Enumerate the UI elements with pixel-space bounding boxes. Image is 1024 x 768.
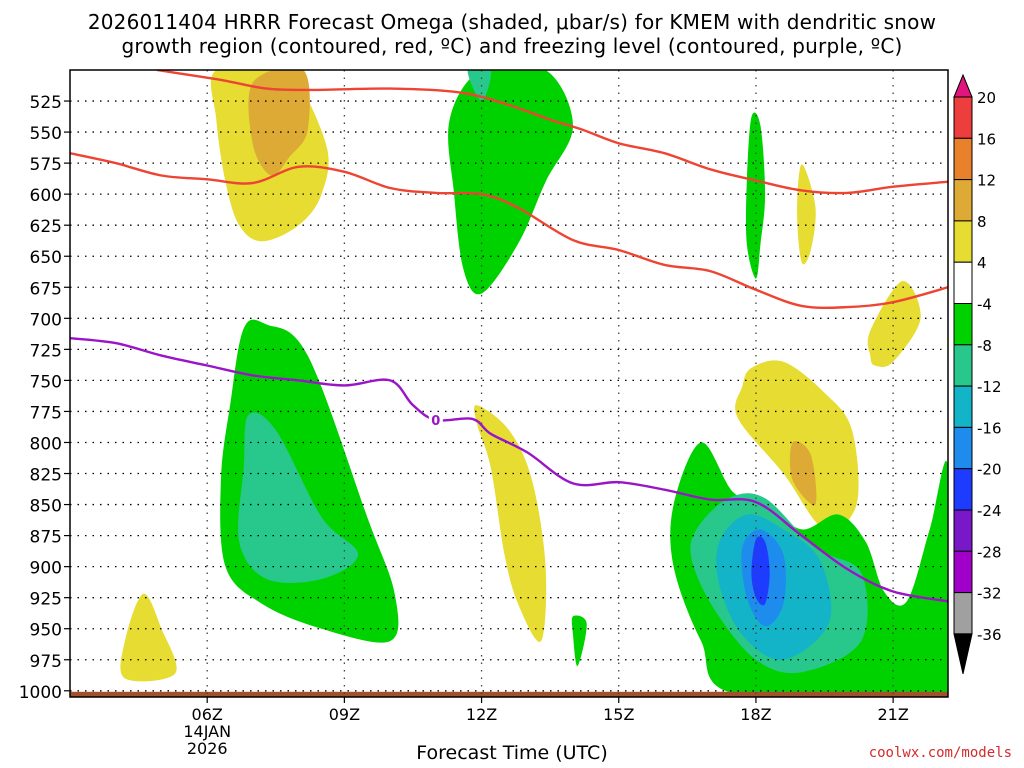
colorbar-bin-11 [953, 509, 973, 552]
colorbar-label-9: -20 [977, 461, 1002, 479]
x-axis-label: Forecast Time (UTC) [416, 742, 608, 764]
terrain-fill [70, 691, 948, 697]
credit-text: coolwx.com/models [868, 745, 1012, 761]
x-date-line-0: 14JAN [183, 722, 231, 741]
colorbar-label-3: 8 [977, 213, 987, 231]
x-tick-label-15Z: 15Z [603, 705, 634, 724]
colorbar-label-10: -24 [977, 502, 1002, 520]
x-tick-label-21Z: 21Z [877, 705, 908, 724]
y-tick-label-750: 750 [30, 372, 62, 392]
y-tick-label-800: 800 [30, 434, 62, 454]
colorbar-label-0: 20 [977, 89, 996, 107]
y-tick-label-525: 525 [30, 93, 62, 113]
omega-region-9 [474, 405, 547, 642]
omega-region-10 [571, 615, 587, 667]
y-tick-label-675: 675 [30, 279, 62, 299]
y-tick-label-975: 975 [30, 652, 62, 672]
colorbar-bin-10 [953, 468, 973, 511]
colorbar-label-1: 16 [977, 130, 996, 148]
y-tick-label-950: 950 [30, 621, 62, 641]
colorbar-bin-3 [953, 179, 973, 222]
colorbar-bin-2 [953, 137, 973, 181]
colorbar-bin-4 [953, 220, 973, 263]
y-tick-label-925: 925 [30, 590, 62, 610]
colorbar-bin-13 [953, 592, 973, 635]
y-tick-label-1000: 1000 [19, 683, 62, 703]
colorbar-bin-12 [953, 550, 973, 594]
omega-region-1 [248, 70, 310, 176]
colorbar-label-5: -4 [977, 296, 992, 314]
omega-region-11 [120, 593, 177, 682]
y-tick-label-700: 700 [30, 310, 62, 330]
colorbar-bottom-arrow [953, 633, 973, 675]
y-tick-label-725: 725 [30, 341, 62, 361]
colorbar-label-12: -32 [977, 585, 1002, 603]
y-tick-label-550: 550 [30, 124, 62, 144]
colorbar-bin-8 [953, 385, 973, 428]
colorbar-label-13: -36 [977, 626, 1002, 644]
y-tick-label-900: 900 [30, 559, 62, 579]
y-tick-label-650: 650 [30, 248, 62, 268]
colorbar-label-4: 4 [977, 254, 987, 272]
colorbar-bin-1 [953, 96, 973, 139]
x-tick-label-06Z: 06Z [192, 705, 223, 724]
colorbar-bin-5 [953, 261, 973, 305]
omega-region-4 [745, 112, 766, 279]
colorbar-bin-9 [953, 426, 973, 470]
dgz-isotherm-1 [70, 152, 948, 310]
colorbar-label-11: -28 [977, 543, 1002, 561]
colorbar-bin-6 [953, 303, 973, 346]
y-tick-label-850: 850 [30, 497, 62, 517]
x-tick-label-09Z: 09Z [329, 705, 360, 724]
colorbar-top-arrow [953, 73, 973, 98]
omega-region-2 [448, 70, 573, 295]
freezing-level-line [70, 337, 948, 603]
x-date-line-1: 2026 [187, 739, 228, 758]
colorbar-label-7: -12 [977, 378, 1002, 396]
colorbar-bin-7 [953, 344, 973, 387]
omega-region-8 [238, 412, 359, 583]
y-tick-label-775: 775 [30, 403, 62, 423]
colorbar-label-6: -8 [977, 337, 992, 355]
chart-title-line2: growth region (contoured, red, ºC) and f… [121, 34, 903, 58]
dgz-isotherm-0 [156, 70, 948, 195]
chart-title-line1: 2026011404 HRRR Forecast Omega (shaded, … [87, 10, 937, 34]
x-tick-label-12Z: 12Z [466, 705, 497, 724]
x-tick-label-18Z: 18Z [740, 705, 771, 724]
omega-region-5 [797, 164, 816, 265]
y-tick-label-875: 875 [30, 528, 62, 548]
freezing-level-label: 0 [431, 414, 440, 429]
y-tick-label-575: 575 [30, 155, 62, 175]
colorbar-label-8: -16 [977, 419, 1002, 437]
y-tick-label-825: 825 [30, 466, 62, 486]
colorbar-label-2: 12 [977, 172, 996, 190]
omega-region-13 [789, 441, 817, 506]
y-tick-label-600: 600 [30, 186, 62, 206]
y-tick-label-625: 625 [30, 217, 62, 237]
plot-frame [69, 69, 949, 698]
omega-region-3 [467, 70, 492, 101]
omega-region-6 [867, 280, 921, 367]
freezing-label-bg [428, 412, 443, 429]
